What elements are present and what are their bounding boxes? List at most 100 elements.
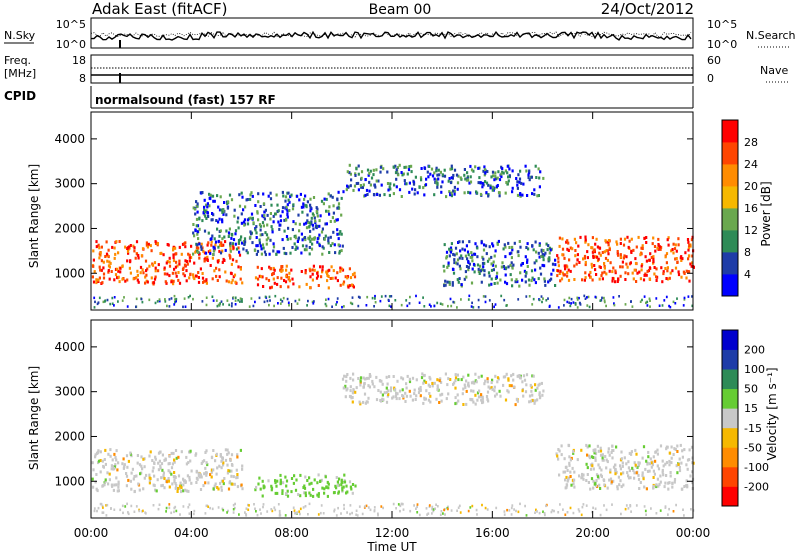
velocity-colorbar-tick-7: 200 xyxy=(744,344,765,357)
power-cell-1827 xyxy=(286,297,289,301)
velocity-cell-1248 xyxy=(569,506,572,510)
velocity-cell-37 xyxy=(200,475,203,479)
velocity-cell-300 xyxy=(103,483,106,487)
velocity-cell-550 xyxy=(362,385,365,389)
velocity-cell-731 xyxy=(453,381,456,385)
power-cell-1500 xyxy=(652,257,655,261)
velocity-cell-66 xyxy=(121,462,124,466)
power-cell-1689 xyxy=(639,253,642,257)
power-cell-1847 xyxy=(394,299,397,302)
velocity-cell-1217 xyxy=(126,502,128,506)
velocity-cell-479 xyxy=(379,390,382,394)
velocity-cell-376 xyxy=(327,482,330,486)
velocity-cell-1072 xyxy=(317,513,320,516)
power-cell-1579 xyxy=(640,264,643,268)
velocity-cell-580 xyxy=(409,394,412,398)
velocity-cell-55 xyxy=(204,481,207,485)
velocity-cell-1278 xyxy=(102,506,104,509)
velocity-cell-744 xyxy=(632,468,635,472)
power-cell-1517 xyxy=(623,237,627,241)
velocity-cell-202 xyxy=(195,452,198,456)
power-cell-1368 xyxy=(480,241,483,245)
velocity-cell-322 xyxy=(285,484,288,488)
velocity-cell-887 xyxy=(563,457,566,461)
power-cell-276 xyxy=(215,274,218,278)
velocity-cell-105 xyxy=(221,463,225,467)
velocity-cell-154 xyxy=(138,463,142,467)
velocity-cell-388 xyxy=(304,494,307,498)
velocity-cell-223 xyxy=(236,473,239,476)
velocity-cell-1039 xyxy=(382,506,384,510)
power-cell-1244 xyxy=(523,269,526,273)
velocity-cell-988 xyxy=(599,487,602,490)
velocity-cell-1054 xyxy=(611,503,613,506)
power-cell-871 xyxy=(237,241,241,245)
velocity-cell-1135 xyxy=(432,509,435,513)
power-cell-466 xyxy=(286,237,289,241)
velocity-cell-179 xyxy=(114,463,117,467)
power-cell-672 xyxy=(258,238,261,242)
power-cell-1506 xyxy=(666,238,669,242)
power-cell-1502 xyxy=(680,275,683,279)
power-cell-330 xyxy=(287,277,290,281)
power-cell-1062 xyxy=(516,183,519,187)
power-cell-1997 xyxy=(669,305,672,309)
power-cell-1284 xyxy=(447,263,450,267)
power-cell-1891 xyxy=(325,304,328,308)
velocity-cell-264 xyxy=(167,477,170,480)
power-cell-1356 xyxy=(443,284,446,288)
power-cell-130 xyxy=(129,259,132,263)
power-cell-1601 xyxy=(612,266,615,270)
velocity-cell-989 xyxy=(671,482,674,485)
power-cell-963 xyxy=(467,190,470,194)
velocity-cell-625 xyxy=(521,380,524,384)
velocity-cell-440 xyxy=(423,379,426,383)
velocity-cell-656 xyxy=(454,386,457,390)
velocity-cell-996 xyxy=(594,458,597,462)
power-cell-1253 xyxy=(473,252,477,256)
power-cell-1435 xyxy=(496,242,499,246)
power-cell-1666 xyxy=(616,250,619,253)
velocity-cell-637 xyxy=(490,381,493,384)
freq-top-tick: 18 xyxy=(72,54,86,67)
power-cell-1800 xyxy=(268,303,270,307)
power-cell-686 xyxy=(306,219,309,223)
power-cell-256 xyxy=(156,242,159,245)
velocity-cell-518 xyxy=(387,393,390,396)
velocity-cell-1213 xyxy=(211,507,214,511)
power-cell-1984 xyxy=(373,305,375,308)
power-cell-367 xyxy=(325,270,328,274)
power-cell-1024 xyxy=(360,176,363,180)
velocity-cell-1191 xyxy=(262,505,264,509)
power-cell-100 xyxy=(105,252,109,256)
power-cell-427 xyxy=(232,238,236,242)
velocity-cell-719 xyxy=(516,374,519,378)
power-cell-1337 xyxy=(508,246,511,249)
power-cell-950 xyxy=(533,188,536,192)
power-cell-1461 xyxy=(593,264,596,267)
power-cell-1251 xyxy=(544,251,547,255)
velocity-cell-1267 xyxy=(179,513,181,516)
power-cell-1386 xyxy=(542,258,545,262)
power-cell-1760 xyxy=(93,306,96,309)
power-cell-194 xyxy=(180,252,183,256)
velocity-cell-702 xyxy=(381,382,384,386)
velocity-cell-1257 xyxy=(188,503,191,506)
power-cell-564 xyxy=(314,225,318,229)
velocity-cell-351 xyxy=(276,479,279,483)
power-cell-418 xyxy=(309,286,312,290)
power-cell-156 xyxy=(205,278,208,282)
power-cell-1137 xyxy=(375,168,378,172)
power-cell-1539 xyxy=(590,265,594,269)
velocity-cell-956 xyxy=(614,463,617,467)
velocity-cell-1120 xyxy=(221,507,224,511)
velocity-cell-219 xyxy=(135,474,138,478)
velocity-colorbar-tick-0: -200 xyxy=(744,480,769,493)
power-cell-1958 xyxy=(682,304,685,307)
power-cell-1175 xyxy=(439,170,442,174)
power-cell-1020 xyxy=(502,171,505,175)
power-cell-1953 xyxy=(113,304,115,307)
power-cell-554 xyxy=(229,244,232,248)
power-cell-1427 xyxy=(476,263,480,267)
power-cell-1191 xyxy=(486,170,489,173)
